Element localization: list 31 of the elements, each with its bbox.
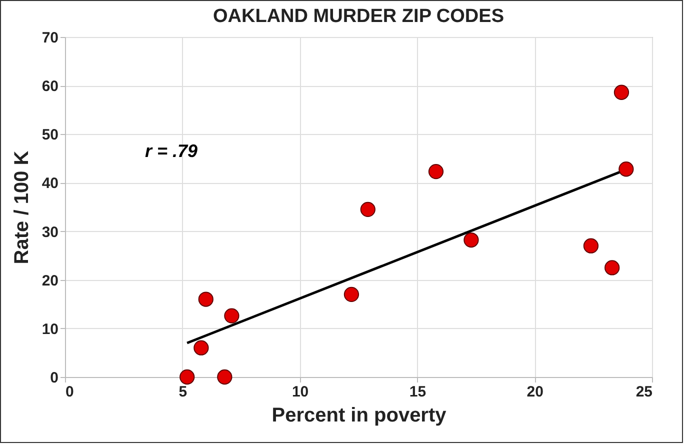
annotation: r = .79 — [145, 141, 198, 161]
x-tick-label: 20 — [526, 384, 544, 400]
point — [464, 232, 479, 248]
point — [224, 308, 240, 324]
point — [360, 202, 376, 217]
point — [604, 260, 620, 276]
y-tick-label: 30 — [42, 224, 58, 241]
x-axis-title: Percent in poverty — [272, 404, 448, 426]
point — [428, 164, 444, 180]
x-tick-label: 0 — [66, 384, 74, 400]
point — [180, 369, 195, 385]
x-tick-label: 10 — [292, 384, 309, 400]
point — [583, 238, 599, 254]
x-tick-label: 5 — [178, 384, 188, 400]
y-tick-label: 40 — [42, 175, 58, 192]
point — [217, 369, 232, 385]
x-tick-label: 25 — [636, 384, 652, 400]
y-tick-label: 50 — [42, 126, 58, 144]
point — [198, 292, 214, 307]
y-tick-label: 60 — [42, 78, 58, 96]
point — [614, 84, 630, 100]
point — [344, 286, 360, 302]
point — [194, 340, 209, 356]
chart-title: OAKLAND MURDER ZIP CODES — [213, 6, 504, 27]
y-axis-title: Rate / 100 K — [10, 150, 33, 264]
y-tick-label: 20 — [42, 272, 58, 290]
y-tick-label: 0 — [50, 370, 58, 386]
point — [618, 162, 634, 177]
y-tick-label: 70 — [42, 30, 58, 46]
y-tick-label: 10 — [42, 320, 58, 338]
x-tick-label: 15 — [409, 384, 426, 400]
